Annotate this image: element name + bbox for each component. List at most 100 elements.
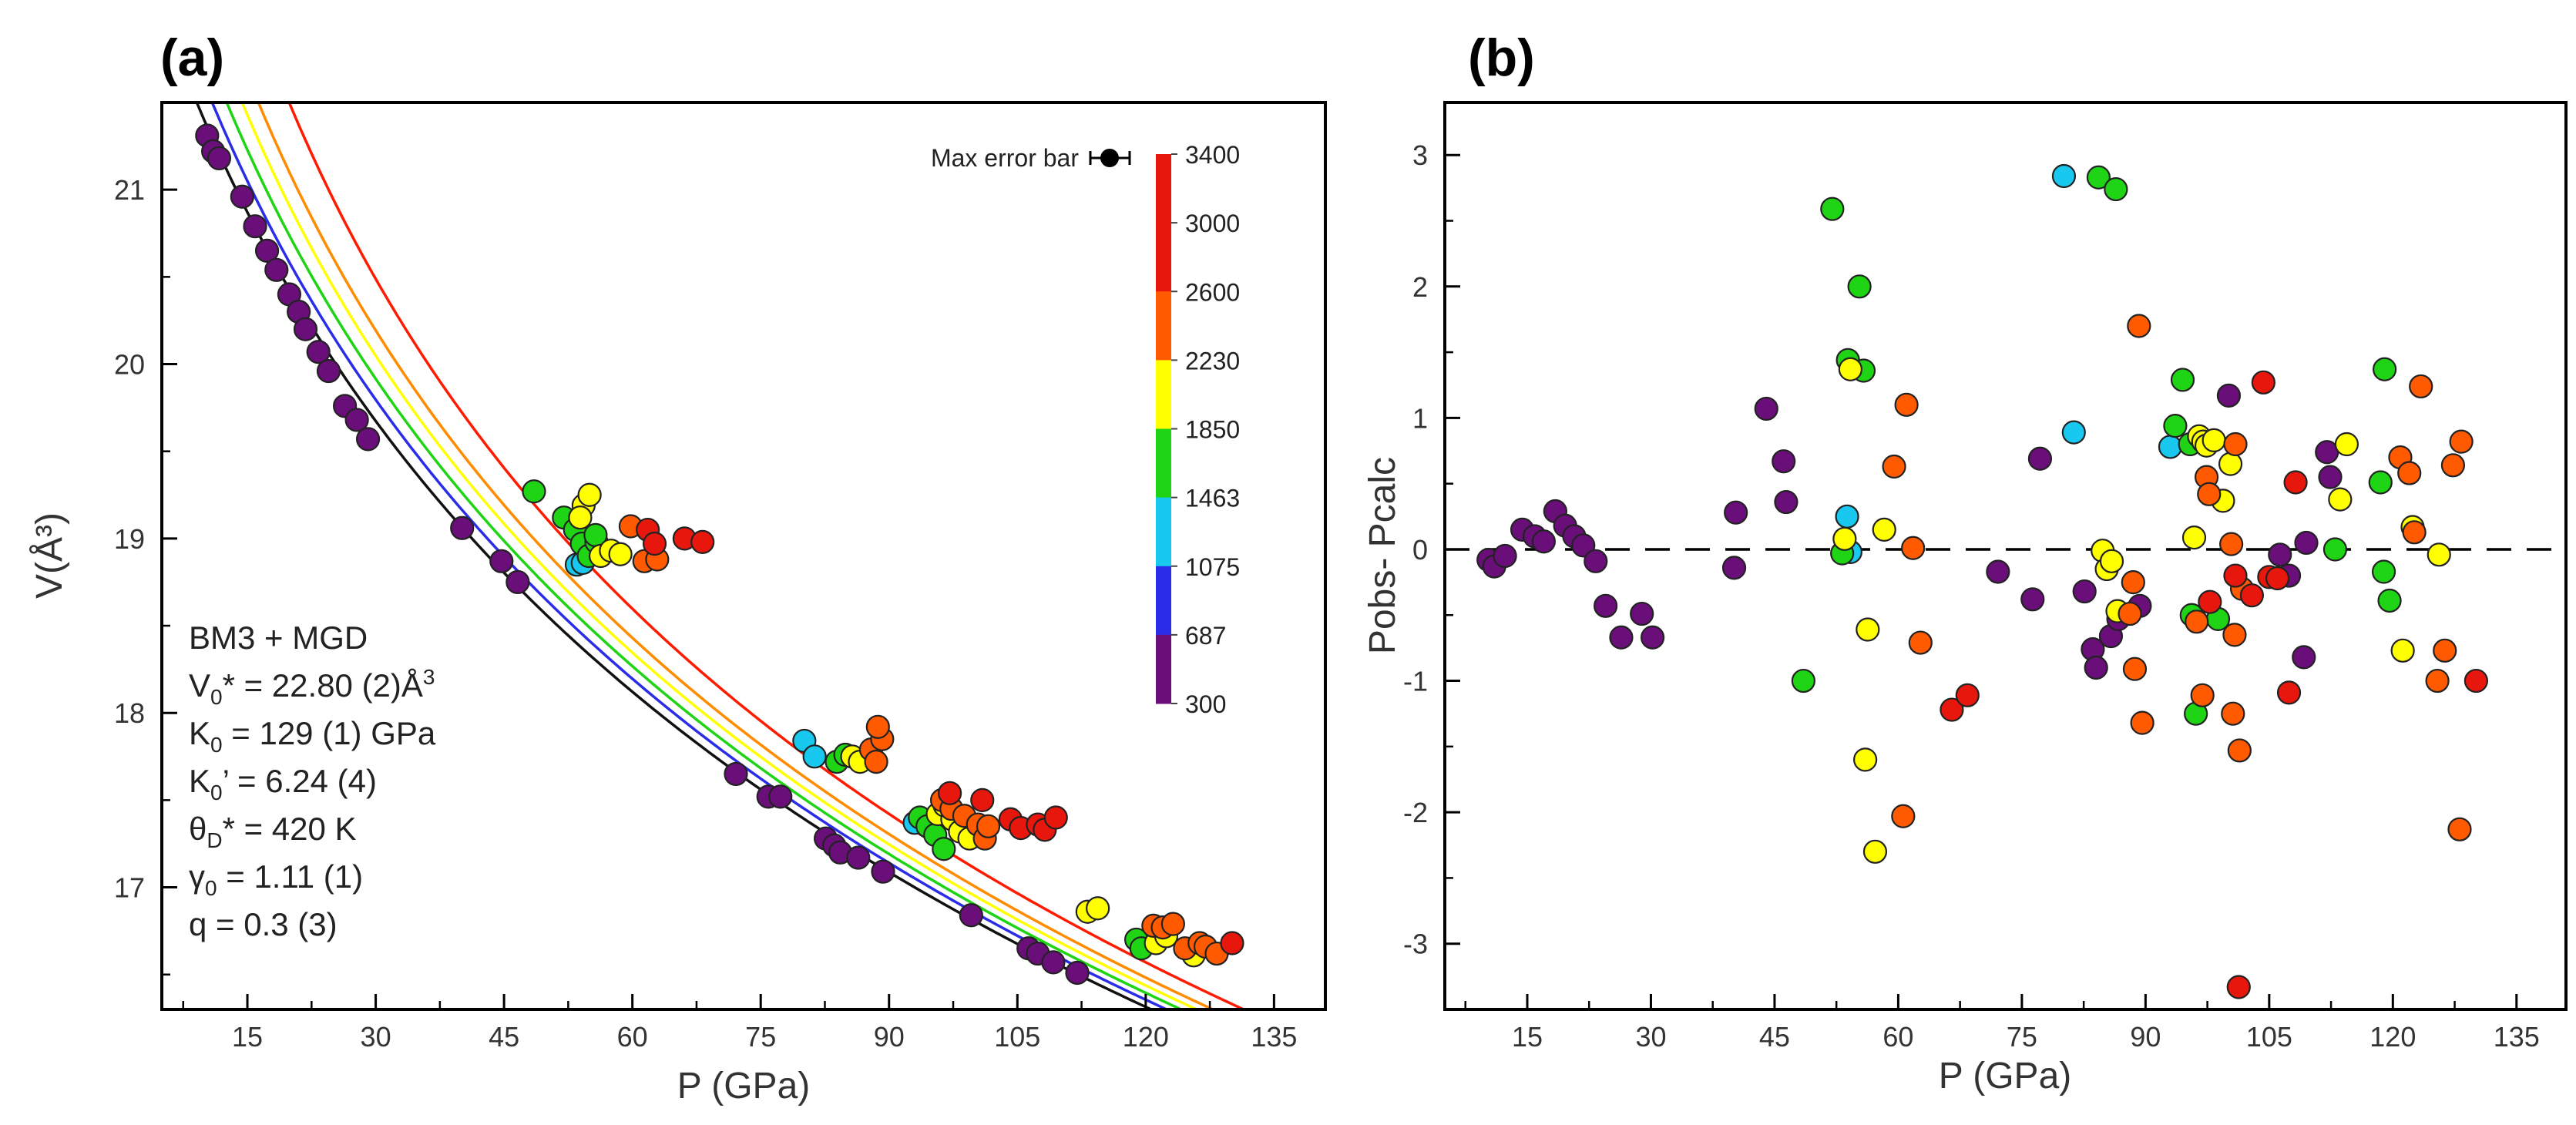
- data-point: [1894, 392, 1919, 417]
- data-point: [1901, 536, 1926, 560]
- x-tick-label: 105: [994, 1021, 1040, 1053]
- data-point: [690, 529, 715, 554]
- data-point: [293, 317, 318, 341]
- data-point: [2121, 570, 2145, 595]
- data-point: [871, 859, 895, 884]
- y-tick-label: 17: [114, 872, 145, 904]
- data-point: [2322, 537, 2348, 562]
- colorbar-label: 1463: [1185, 485, 1240, 512]
- data-point: [2427, 542, 2451, 567]
- data-point: [2181, 526, 2207, 550]
- data-point: [1872, 517, 1896, 542]
- data-point: [768, 784, 793, 809]
- max-error-bar-label: Max error bar: [931, 144, 1079, 172]
- data-point: [1041, 950, 1066, 975]
- data-point: [2086, 165, 2111, 190]
- colorbar-label: 2230: [1185, 347, 1240, 374]
- data-point: [1584, 549, 1608, 573]
- data-point: [2390, 638, 2415, 663]
- colorbar-band: [1156, 291, 1171, 361]
- data-point: [254, 238, 280, 263]
- panel-b: (b) 15 30 45 60 75 90 105 120 135 -3 -2 -1 0 1 2 3 P (G…: [1362, 29, 2568, 1096]
- data-point: [344, 408, 369, 432]
- data-point: [802, 744, 827, 769]
- isotherm-1075K: [210, 102, 1170, 1009]
- x-tick-label: 135: [2494, 1021, 2540, 1053]
- data-point: [2402, 520, 2427, 545]
- colorbar-label: 3000: [1185, 210, 1240, 237]
- data-point: [1160, 912, 1185, 936]
- data-point: [1724, 500, 1748, 525]
- data-point: [2027, 446, 2053, 471]
- data-point: [2371, 559, 2396, 584]
- y-tick-label: -1: [1403, 666, 1428, 697]
- data-point: [2373, 357, 2397, 381]
- data-point: [230, 184, 254, 209]
- data-point: [2251, 370, 2275, 395]
- data-point: [1832, 526, 1857, 551]
- data-point: [2099, 549, 2124, 573]
- x-tick-label: 75: [2007, 1021, 2037, 1053]
- data-point: [1856, 617, 1880, 642]
- data-point: [568, 505, 593, 530]
- colorbar-labels: 3400 3000 2600 2230 1850 1463 1075 687 300: [1171, 141, 1240, 718]
- data-point: [2440, 453, 2466, 478]
- data-point: [724, 761, 748, 787]
- x-tick-label: 90: [874, 1021, 905, 1053]
- data-point: [2020, 587, 2045, 612]
- data-points: [195, 123, 1244, 986]
- data-point: [642, 532, 667, 556]
- axis-ticks: 15 30 45 60 75 90 105 120 135 -3 -2 -1 0 1 2 3: [1403, 139, 2540, 1053]
- x-tick-label: 120: [1123, 1021, 1169, 1053]
- data-point: [1835, 504, 1859, 529]
- data-point: [1882, 454, 1906, 479]
- x-tick-label: 60: [617, 1021, 648, 1053]
- y-axis-title: Pobs- Pcalc: [1362, 457, 1403, 654]
- temperature-colorbar-legend: Max error bar 3400 3000 2600 2230 1850 1463 10…: [931, 141, 1240, 718]
- x-axis-title: P (GPa): [1939, 1056, 2072, 1096]
- data-point: [1630, 601, 1654, 626]
- data-point: [2397, 461, 2422, 485]
- data-point: [2425, 668, 2450, 693]
- x-tick-label: 105: [2246, 1021, 2292, 1053]
- data-point: [306, 340, 331, 364]
- data-point: [1847, 274, 1872, 299]
- data-point: [505, 569, 530, 595]
- data-point: [2170, 368, 2195, 392]
- panel-b-label: (b): [1468, 29, 1535, 87]
- data-point: [2368, 470, 2393, 495]
- data-point: [1820, 196, 1845, 221]
- plot-frame-a: [160, 101, 1327, 1011]
- data-point: [1838, 357, 1862, 381]
- data-point: [2265, 566, 2290, 591]
- data-point: [2219, 532, 2244, 556]
- data-point: [1531, 529, 1556, 554]
- data-point: [2377, 588, 2402, 613]
- y-axis-title: V(Å³): [29, 512, 70, 599]
- colorbar-band: [1156, 360, 1171, 429]
- data-point: [2061, 420, 2086, 445]
- data-point: [2292, 645, 2316, 670]
- colorbar-label: 1850: [1185, 416, 1240, 444]
- y-tick-label: 20: [114, 349, 145, 381]
- data-point: [264, 257, 289, 282]
- data-point: [2268, 542, 2292, 567]
- y-tick-label: 2: [1412, 271, 1428, 303]
- fit-debye-temperature: θD* = 420 K: [189, 811, 357, 852]
- y-tick-label: -2: [1403, 797, 1428, 828]
- y-tick-label: 21: [114, 174, 145, 206]
- data-point: [243, 214, 267, 239]
- x-tick-label: 120: [2369, 1021, 2416, 1053]
- y-tick-label: 18: [114, 697, 145, 729]
- data-point: [1086, 896, 1110, 921]
- data-point: [1721, 556, 1747, 580]
- colorbar-label: 300: [1185, 690, 1226, 718]
- data-point: [864, 749, 888, 774]
- fit-model-label: BM3 + MGD: [189, 620, 368, 656]
- data-point: [2283, 470, 2308, 495]
- data-point: [1641, 625, 1665, 650]
- x-tick-label: 30: [1635, 1021, 1666, 1053]
- colorbar-bands: [1156, 154, 1171, 704]
- data-point: [1220, 931, 1244, 955]
